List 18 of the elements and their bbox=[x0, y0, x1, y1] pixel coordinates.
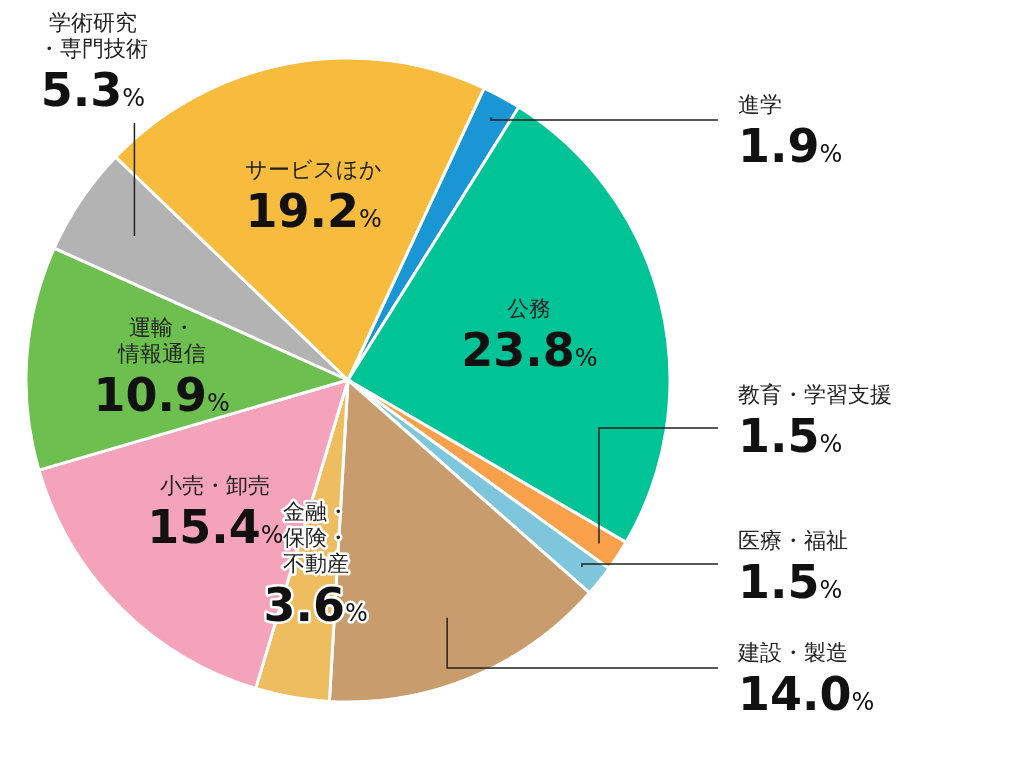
slice-label: 公務 bbox=[507, 296, 552, 322]
data-label: 10.9% bbox=[93, 368, 230, 423]
data-label: 1.5% bbox=[738, 555, 843, 609]
data-label: 1.5% bbox=[738, 409, 843, 463]
slice-label: 教育・学習支援 bbox=[738, 382, 892, 407]
data-label: 19.2% bbox=[245, 184, 382, 239]
slice-label: 小売・卸売 bbox=[160, 472, 271, 498]
slice-label: 学術研究・専門技術 bbox=[38, 10, 148, 61]
slice-label: 進学 bbox=[738, 92, 782, 117]
data-label: 15.4% bbox=[147, 499, 284, 554]
slice-label: 医療・福祉 bbox=[738, 528, 848, 553]
data-label: 5.3% bbox=[40, 63, 146, 117]
data-label: 23.8% bbox=[461, 323, 598, 378]
slice-label: 建設・製造 bbox=[737, 640, 848, 665]
data-label: 1.9% bbox=[738, 119, 843, 173]
data-label: 14.0% bbox=[738, 667, 875, 721]
slice-label: サービスほか bbox=[245, 157, 383, 183]
slice-label: 運輸・情報通信 bbox=[116, 315, 206, 367]
